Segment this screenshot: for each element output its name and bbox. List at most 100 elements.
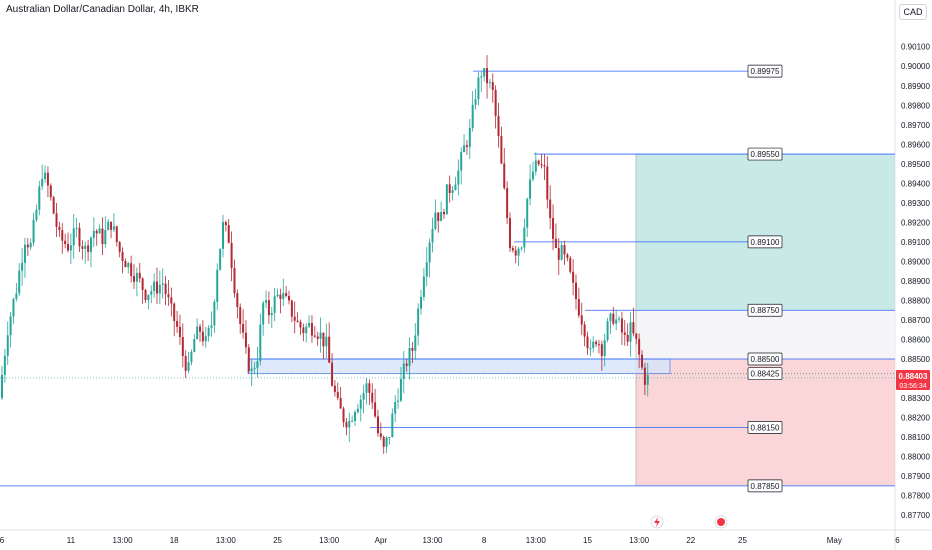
level-label-box (747, 421, 783, 434)
x-tick-label: 13:00 (216, 536, 237, 545)
candle-body (204, 336, 207, 342)
candle-body (98, 228, 101, 234)
y-tick-label: 0.90100 (901, 43, 930, 52)
x-tick-label: 18 (170, 536, 179, 545)
candle-body (273, 296, 276, 313)
candle-body (12, 299, 15, 317)
candle-body (520, 247, 523, 249)
candle-body (67, 244, 70, 251)
y-tick-label: 0.89700 (901, 121, 930, 130)
candle-body (402, 363, 405, 379)
level-label: 0.88750 (751, 306, 780, 315)
candle-body (592, 341, 595, 349)
candle-body (612, 313, 615, 324)
candle-body (434, 212, 437, 229)
candle-body (201, 331, 204, 342)
candle-body (626, 334, 629, 342)
candle-body (336, 391, 339, 398)
candle-body (348, 420, 351, 428)
candle-body (526, 198, 529, 228)
x-tick-label: 6 (0, 536, 5, 545)
x-tick-label: 13:00 (319, 536, 340, 545)
candle-body (23, 244, 26, 263)
y-tick-label: 0.88800 (901, 296, 930, 305)
candle-body (64, 240, 67, 245)
candle-body (328, 336, 331, 363)
candle-body (239, 307, 242, 325)
candle-body (508, 218, 511, 249)
candle-body (9, 316, 12, 336)
candle-body (41, 179, 44, 187)
candle-body (632, 322, 635, 334)
candle-body (35, 209, 38, 220)
candle-body (379, 433, 382, 438)
candle-body (46, 172, 49, 186)
currency-button[interactable]: CAD (899, 4, 927, 20)
candle-body (354, 412, 357, 421)
candle-body (420, 296, 423, 309)
candle-body (531, 171, 534, 180)
candle-body (646, 374, 649, 385)
candle-body (460, 152, 463, 171)
y-tick-label: 0.87900 (901, 472, 930, 481)
candle-body (216, 269, 219, 302)
candle-body (365, 383, 368, 393)
candle-body (135, 272, 138, 282)
candle-body (554, 238, 557, 249)
time-axis: 6 11 13:00 18 13:00 25 13:00 Apr 13:00 8 13:00 15 13… (0, 536, 900, 545)
candle-body (299, 321, 302, 328)
candle-body (29, 242, 32, 248)
y-tick-label: 0.88000 (901, 453, 930, 462)
x-tick-label: 22 (686, 536, 695, 545)
level-label-box (747, 367, 783, 381)
candle-body (517, 248, 520, 256)
neutral-zone (636, 310, 895, 360)
y-tick-label: 0.87800 (901, 492, 930, 501)
candle-body (382, 437, 385, 447)
candle-body (417, 308, 420, 336)
candle-body (236, 293, 239, 308)
candle-body (623, 332, 626, 335)
candle-body (170, 297, 173, 304)
level-label: 0.87850 (751, 482, 780, 491)
candle-body (78, 227, 81, 247)
candle-body (577, 299, 580, 316)
candle-body (483, 68, 486, 77)
y-tick-label: 0.88900 (901, 277, 930, 286)
candle-body (506, 188, 509, 219)
candle-body (161, 283, 164, 285)
candle-body (523, 227, 526, 248)
candle-body (549, 199, 552, 218)
candle-body (491, 82, 494, 90)
candle-body (196, 326, 199, 340)
candle-body (537, 160, 540, 165)
candle-body (319, 332, 322, 339)
candle-body (445, 184, 448, 215)
candle-body (138, 272, 141, 279)
candle-body (514, 250, 517, 256)
candle-body (368, 383, 371, 393)
candle-body (497, 115, 500, 137)
y-tick-label: 0.89900 (901, 82, 930, 91)
y-tick-label: 0.87700 (901, 511, 930, 520)
candle-body (414, 335, 417, 351)
candle-body (302, 327, 305, 334)
candle-body (428, 242, 431, 263)
candle-body (87, 245, 90, 252)
candle-body (84, 245, 87, 249)
candle-body (127, 263, 130, 268)
x-tick-label: 25 (738, 536, 747, 545)
candle-body (399, 378, 402, 401)
candle-body (52, 197, 55, 214)
y-tick-label: 0.89400 (901, 179, 930, 188)
candle-body (167, 294, 170, 298)
x-tick-label: 13:00 (113, 536, 134, 545)
chart-title: Australian Dollar/Canadian Dollar, 4h, I… (6, 4, 199, 15)
candle-body (224, 222, 227, 226)
candle-body (474, 99, 477, 105)
candle-body (227, 225, 230, 243)
candle-body (141, 278, 144, 290)
candle-body (603, 340, 606, 357)
position-zones (247, 154, 895, 486)
